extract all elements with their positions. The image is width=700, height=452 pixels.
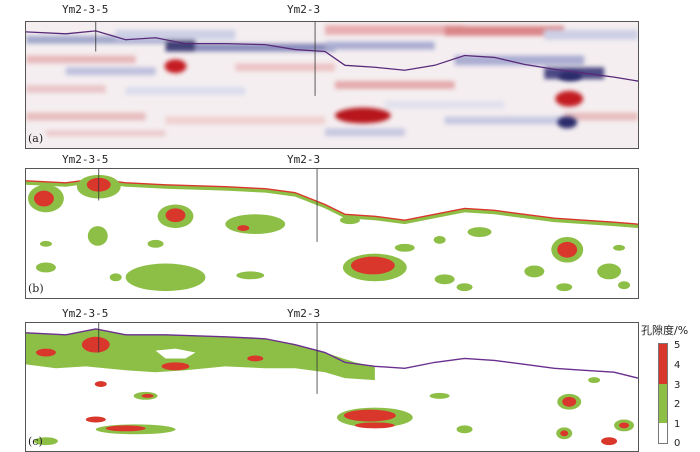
porosity-colorbar: [658, 343, 668, 444]
legend-tick-3: 3: [674, 380, 681, 391]
well-label-ym2-3-5-c: Ym2-3-5: [62, 307, 109, 320]
legend-tick-2: 2: [674, 399, 681, 410]
panel-b-label: (b): [28, 282, 44, 295]
seismic-section-image: [26, 22, 638, 148]
colorbar-segment-high: [659, 344, 667, 384]
well-label-ym2-3-b: Ym2-3: [287, 153, 321, 166]
well-label-ym2-3-5-b: Ym2-3-5: [62, 153, 109, 166]
well-label-ym2-3-5-a: Ym2-3-5: [62, 3, 109, 16]
legend-tick-4: 4: [674, 360, 681, 371]
legend-tick-5: 5: [674, 340, 681, 351]
panel-c-label: (c): [28, 435, 43, 448]
porosity-section-c-image: [26, 323, 638, 451]
panel-a-label: (a): [28, 132, 44, 145]
legend-tick-0: 0: [674, 438, 681, 449]
well-label-ym2-3-c: Ym2-3: [287, 307, 321, 320]
porosity-legend-title: 孔隙度/%: [641, 324, 689, 337]
porosity-section-b-image: [26, 169, 638, 298]
well-label-ym2-3-a: Ym2-3: [287, 3, 321, 16]
porosity-panel-b: (b): [25, 168, 639, 299]
colorbar-segment-low: [659, 423, 667, 443]
colorbar-segment-mid: [659, 383, 667, 424]
porosity-panel-c: (c): [25, 322, 639, 452]
seismic-section-panel: (a): [25, 21, 639, 149]
legend-tick-1: 1: [674, 419, 681, 430]
